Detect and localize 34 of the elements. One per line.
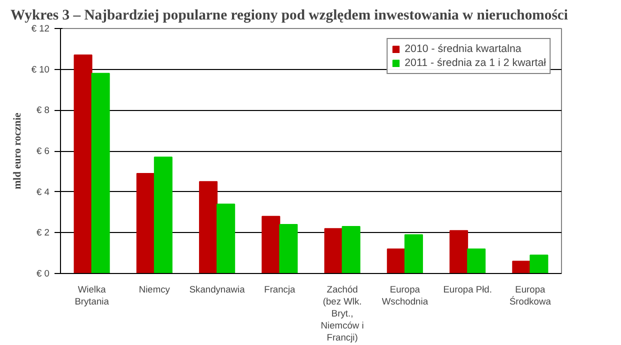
- y-tick-label: € 4: [36, 186, 50, 197]
- bar: [262, 216, 280, 274]
- y-tick-label: € 0: [36, 268, 50, 278]
- bar: [136, 172, 155, 274]
- y-tick-label: € 10: [31, 64, 50, 74]
- x-tick-label: Zachód (bez Wlk. Bryt., Niemców i Francji): [320, 284, 364, 342]
- bar: [199, 181, 218, 274]
- x-tick-label: Skandynawia: [189, 284, 246, 294]
- x-tick-label: Niemcy: [138, 284, 170, 294]
- bar: [467, 248, 486, 274]
- bar: [324, 228, 343, 274]
- bar: [450, 230, 468, 274]
- chart-title: Wykres 3 – Najbardziej popularne regiony pod względem inwestowania w nieruchomości: [10, 8, 568, 24]
- x-tick-label: Europa Wschodnia: [382, 284, 429, 306]
- bar: [386, 248, 406, 274]
- y-tick-label: € 8: [36, 105, 50, 116]
- bar: [279, 224, 298, 274]
- y-tick-label: € 2: [36, 228, 50, 238]
- bar: [342, 226, 360, 274]
- x-tick-label: Francja: [264, 284, 296, 294]
- x-tick-label: Europa Środkowa: [509, 284, 552, 306]
- legend-label: 2010 - średnia kwartalna: [404, 43, 522, 55]
- x-tick-label: Wielka Brytania: [74, 284, 110, 306]
- x-tick-label: Europa Płd.: [443, 284, 492, 294]
- bar: [216, 204, 236, 274]
- y-axis-title: mld euro rocznie: [12, 112, 24, 190]
- bar: [404, 234, 423, 274]
- bar: [74, 54, 92, 274]
- legend-label: 2011 - średnia za 1 i 2 kwartał: [404, 57, 546, 69]
- y-tick-label: € 12: [31, 24, 50, 34]
- bar: [154, 156, 172, 274]
- bar: [91, 72, 110, 274]
- bar: [530, 254, 548, 274]
- y-tick-label: € 6: [36, 146, 50, 156]
